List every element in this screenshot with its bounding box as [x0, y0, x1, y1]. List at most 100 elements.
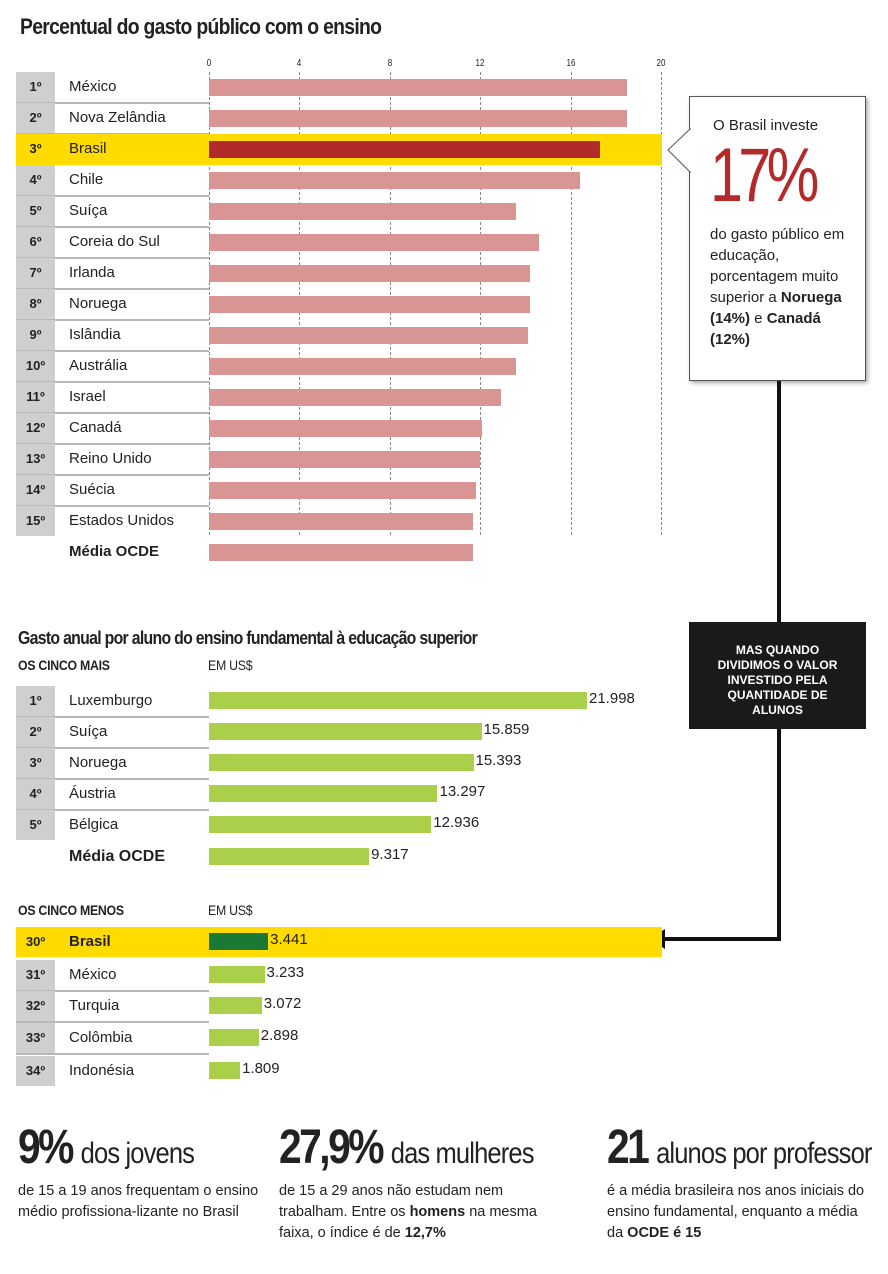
row-divider	[16, 474, 209, 476]
row-divider	[16, 990, 209, 992]
callout-intro: O Brasil investe	[713, 117, 819, 134]
callout-big-number: 17%	[710, 133, 819, 218]
rank-badge: 30º	[16, 927, 55, 957]
stat-text: de 15 a 19 anos frequentam o ensino médi…	[18, 1183, 259, 1220]
country-name: Reino Unido	[69, 450, 152, 467]
table-row: Média OCDE	[16, 842, 209, 873]
rank-badge: 5º	[16, 810, 55, 840]
rank-badge: 33º	[16, 1023, 55, 1053]
axis-tick-label: 16	[566, 58, 576, 69]
country-name: Média OCDE	[69, 848, 166, 865]
stat-text: de 15 a 29 anos não estudam nem trabalha…	[279, 1183, 537, 1241]
value-label: 13.297	[439, 783, 486, 800]
row-divider	[16, 443, 209, 445]
connector-line	[777, 381, 781, 623]
country-name: Brasil	[69, 140, 107, 157]
row-divider	[16, 288, 209, 290]
country-name: Austrália	[69, 357, 128, 374]
row-divider	[16, 747, 209, 749]
rank-badge: 4º	[16, 165, 55, 195]
rank-badge: 7º	[16, 258, 55, 288]
stat-value: 9%	[18, 1121, 74, 1174]
row-divider	[16, 505, 209, 507]
country-name: Chile	[69, 171, 104, 188]
value-label: 15.859	[483, 721, 530, 738]
value-label: 3.233	[266, 964, 305, 981]
row-divider	[16, 716, 209, 718]
bar	[209, 513, 474, 530]
row-divider	[16, 257, 209, 259]
row-divider	[16, 226, 209, 228]
table-row: 30º Brasil	[16, 927, 209, 958]
row-divider	[16, 195, 209, 197]
bar	[209, 785, 438, 802]
table-row: 15º Estados Unidos	[16, 506, 209, 537]
unit-label: EM US$	[208, 902, 253, 918]
stat-label: dos jovens	[80, 1137, 195, 1170]
table-row: 1º México	[16, 72, 209, 104]
rank-badge: 32º	[16, 991, 55, 1021]
bar	[209, 327, 528, 344]
rank-badge: 13º	[16, 444, 55, 474]
country-name: Colômbia	[69, 1029, 133, 1046]
rank-badge: 4º	[16, 779, 55, 809]
country-name: Brasil	[69, 933, 111, 950]
country-name: Bélgica	[69, 816, 119, 833]
bar	[209, 172, 580, 189]
table-row: 14º Suécia	[16, 475, 209, 507]
value-label: 2.898	[260, 1027, 299, 1044]
bar	[209, 1029, 259, 1046]
table-row: 12º Canadá	[16, 413, 209, 445]
table-row: 2º Nova Zelândia	[16, 103, 209, 135]
rank-badge: 12º	[16, 413, 55, 443]
row-divider	[16, 319, 209, 321]
table-row: 1º Luxemburgo	[16, 686, 209, 718]
country-name: Áustria	[69, 785, 116, 802]
country-name: Indonésia	[69, 1062, 135, 1079]
rank-badge: 1º	[16, 72, 55, 102]
stat-label: das mulheres	[390, 1137, 535, 1170]
table-row: Média OCDE	[16, 537, 209, 568]
table-row: 3º Brasil	[16, 134, 209, 165]
country-name: Irlanda	[69, 264, 115, 281]
table-row: 9º Islândia	[16, 320, 209, 352]
country-name: Islândia	[69, 326, 121, 343]
bar	[209, 389, 501, 406]
bar	[209, 234, 539, 251]
connector-box: MAS QUANDO DIVIDIMOS O VALOR INVESTIDO P…	[689, 622, 866, 729]
table-row: 3º Noruega	[16, 748, 209, 780]
stat-2: 27,9% das mulheres de 15 a 29 anos não e…	[279, 1120, 579, 1244]
rank-badge: 1º	[16, 686, 55, 716]
value-label: 3.072	[263, 995, 302, 1012]
country-name: Nova Zelândia	[69, 109, 166, 126]
rank-badge: 8º	[16, 289, 55, 319]
stat-value: 27,9%	[279, 1121, 384, 1174]
row-divider	[16, 102, 209, 104]
bar	[209, 544, 474, 561]
axis-tick-label: 4	[297, 58, 302, 69]
chart-title-2: Gasto anual por aluno do ensino fundamen…	[18, 628, 478, 648]
rank-badge: 31º	[16, 960, 55, 990]
table-row: 34º Indonésia	[16, 1056, 209, 1087]
callout-box: O Brasil investe 17% do gasto público em…	[689, 96, 866, 381]
callout-text: do gasto público em educação, porcentage…	[710, 226, 845, 348]
axis-tick-label: 20	[656, 58, 666, 69]
row-divider	[16, 1053, 209, 1055]
bar	[209, 420, 483, 437]
bar	[209, 1062, 241, 1079]
bar	[209, 110, 628, 127]
rank-badge: 3º	[16, 748, 55, 778]
group-label-bottom: OS CINCO MENOS	[18, 902, 124, 918]
rank-badge: 5º	[16, 196, 55, 226]
bar	[209, 966, 265, 983]
stat-label: alunos por professor	[656, 1137, 872, 1170]
country-name: Suíça	[69, 202, 108, 219]
country-name: Luxemburgo	[69, 692, 153, 709]
bar	[209, 265, 530, 282]
rank-badge: 3º	[16, 134, 55, 164]
bar	[209, 692, 587, 709]
bar	[209, 933, 269, 950]
rank-badge: 9º	[16, 320, 55, 350]
axis-tick-label: 12	[475, 58, 485, 69]
table-row: 33º Colômbia	[16, 1023, 209, 1055]
